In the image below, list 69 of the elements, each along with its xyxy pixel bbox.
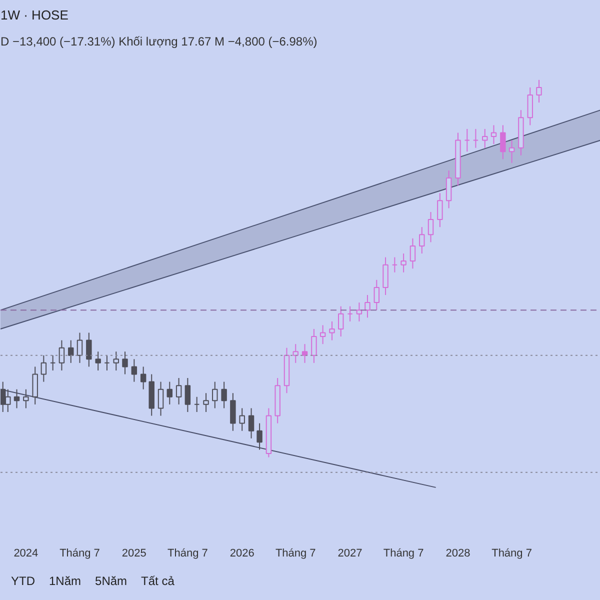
text: 5Năm bbox=[95, 574, 128, 588]
candlestick bbox=[212, 381, 218, 409]
candlestick bbox=[364, 294, 370, 318]
candlestick bbox=[184, 378, 191, 412]
candlestick bbox=[256, 422, 262, 450]
candlestick bbox=[302, 344, 308, 364]
candlestick bbox=[86, 332, 92, 368]
candlestick bbox=[158, 381, 164, 416]
candlestick bbox=[248, 408, 254, 439]
candlestick bbox=[292, 344, 298, 364]
x-tick-label: 2025 bbox=[122, 548, 146, 560]
candlestick bbox=[23, 388, 29, 409]
candlestick bbox=[329, 320, 335, 341]
candlestick bbox=[446, 170, 452, 209]
candlestick bbox=[68, 340, 74, 364]
x-tick-label: Tháng 7 bbox=[168, 548, 208, 560]
x-tick-label: Tháng 7 bbox=[60, 548, 100, 560]
candlestick bbox=[76, 332, 83, 364]
candlestick bbox=[221, 381, 227, 409]
chart-subtitle: D −13,400 (−17.31%) Khối lượng 17.67 M −4,800 (−6.98%) bbox=[0, 34, 318, 48]
candlestick bbox=[32, 366, 38, 405]
text: Tất cả bbox=[141, 574, 174, 588]
candlestick bbox=[527, 86, 533, 126]
candlestick bbox=[392, 256, 398, 273]
text: YTD bbox=[11, 574, 35, 588]
x-tick-label: 2026 bbox=[230, 548, 254, 560]
candlestick bbox=[50, 354, 56, 371]
candlestick bbox=[500, 124, 506, 160]
candlestick bbox=[356, 302, 362, 322]
candlestick bbox=[104, 354, 110, 371]
candlestick bbox=[166, 381, 173, 405]
candlestick bbox=[203, 392, 209, 412]
x-tick-label: 2024 bbox=[14, 548, 38, 560]
candlestick bbox=[194, 396, 200, 412]
x-tick-label: Tháng 7 bbox=[383, 548, 424, 560]
candlestick bbox=[374, 279, 380, 311]
x-tick-label: Tháng 7 bbox=[492, 548, 532, 560]
candlestick bbox=[437, 192, 443, 228]
candlestick bbox=[410, 238, 416, 270]
x-tick-label: 2027 bbox=[338, 548, 362, 560]
candlestick bbox=[320, 324, 326, 345]
candlestick bbox=[400, 252, 406, 273]
candlestick bbox=[122, 351, 128, 375]
candlestick bbox=[347, 306, 353, 322]
x-tick-label: 2028 bbox=[446, 548, 470, 560]
candlestick bbox=[311, 328, 317, 364]
candlestick bbox=[490, 124, 497, 145]
candlestick bbox=[472, 128, 479, 148]
x-tick-label: Tháng 7 bbox=[275, 548, 316, 560]
candlestick bbox=[131, 358, 138, 382]
candlestick bbox=[338, 306, 344, 338]
text: 1Năm bbox=[49, 574, 82, 588]
candlestick bbox=[239, 408, 245, 432]
candlestick bbox=[40, 354, 47, 382]
candlestick bbox=[464, 128, 470, 152]
candlestick bbox=[482, 128, 488, 148]
candlestick bbox=[176, 378, 182, 405]
candlestick bbox=[536, 79, 542, 104]
candlestick bbox=[508, 140, 515, 164]
candlestick bbox=[419, 226, 425, 254]
candlestick bbox=[382, 256, 388, 296]
candlestick bbox=[230, 392, 236, 432]
chart-title: 1W · HOSE bbox=[0, 8, 69, 22]
candlestick bbox=[113, 351, 119, 371]
candlestick bbox=[428, 211, 434, 243]
candlestick bbox=[14, 388, 20, 409]
candlestick bbox=[95, 351, 101, 371]
candlestick bbox=[140, 366, 146, 390]
candlestick bbox=[58, 340, 65, 371]
